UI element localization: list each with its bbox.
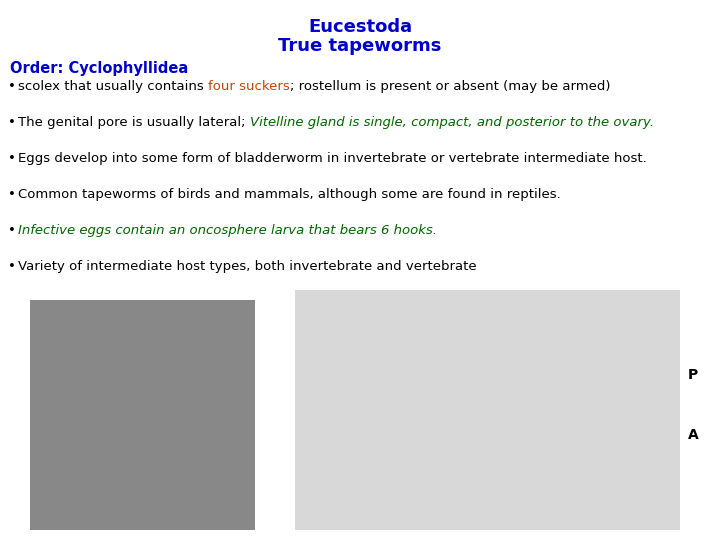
Text: Order: Cyclophyllidea: Order: Cyclophyllidea	[10, 61, 188, 76]
Text: P: P	[688, 368, 698, 382]
Bar	[295, 290, 680, 530]
Text: Infective eggs contain an oncosphere larva that bears 6 hooks.: Infective eggs contain an oncosphere lar…	[18, 224, 437, 237]
Text: •: •	[8, 188, 16, 201]
Text: Common tapeworms of birds and mammals, although some are found in reptiles.: Common tapeworms of birds and mammals, a…	[18, 188, 561, 201]
Text: Variety of intermediate host types, both invertebrate and vertebrate: Variety of intermediate host types, both…	[18, 260, 477, 273]
Text: Eggs develop into some form of bladderworm in invertebrate or vertebrate interme: Eggs develop into some form of bladderwo…	[18, 152, 647, 165]
Text: four suckers: four suckers	[208, 80, 289, 93]
Text: •: •	[8, 260, 16, 273]
Text: •: •	[8, 80, 16, 93]
Text: The genital pore is usually lateral;: The genital pore is usually lateral;	[18, 116, 250, 129]
Text: A: A	[688, 428, 698, 442]
Text: True tapeworms: True tapeworms	[279, 37, 441, 55]
Text: Vitelline gland is single, compact, and posterior to the ovary.: Vitelline gland is single, compact, and …	[250, 116, 654, 129]
Text: •: •	[8, 116, 16, 129]
Text: ; rostellum is present or absent (may be armed): ; rostellum is present or absent (may be…	[289, 80, 611, 93]
Bar	[30, 300, 255, 530]
Text: •: •	[8, 224, 16, 237]
Text: Eucestoda: Eucestoda	[308, 18, 412, 36]
Text: scolex that usually contains: scolex that usually contains	[18, 80, 208, 93]
Text: •: •	[8, 152, 16, 165]
